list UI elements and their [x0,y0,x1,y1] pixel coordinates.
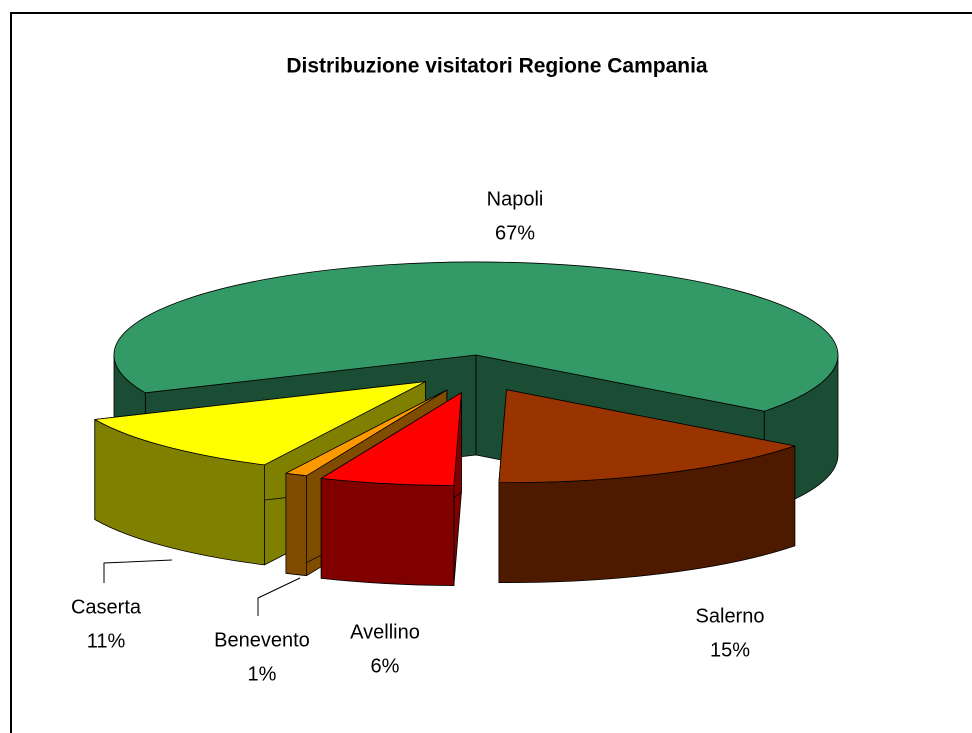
slice-top [498,389,796,484]
chart-title: Distribuzione visitatori Regione Campani… [286,55,708,78]
slice-top [320,392,462,486]
slice-value-label: 6% [371,655,400,677]
slice-top [285,389,448,477]
slice-label: Salerno [696,605,765,627]
leader-line [257,577,301,616]
slice-top [113,261,839,412]
slice-label: Caserta [71,596,142,618]
leader-line [103,559,173,583]
slice-value-label: 11% [87,630,126,652]
slice-value-label: 15% [710,639,750,661]
slice-wall [320,478,455,586]
slice-value-label: 1% [248,663,277,685]
slice-value-label: 67% [495,222,535,244]
slice-top [94,381,426,466]
slice-label: Napoli [487,188,544,210]
slice-wall [285,472,307,577]
slice-label: Avellino [350,621,420,643]
slice-label: Benevento [214,629,310,651]
pie [94,261,839,586]
